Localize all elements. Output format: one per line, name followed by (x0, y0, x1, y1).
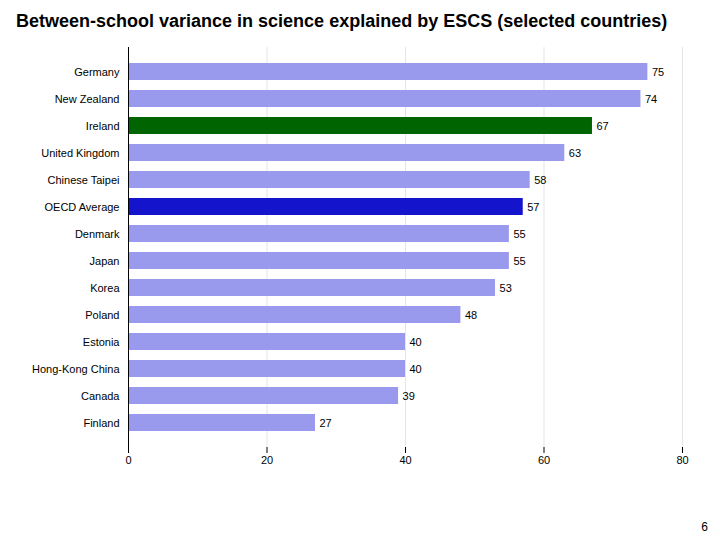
svg-text:60: 60 (538, 454, 550, 466)
svg-text:OECD Average: OECD Average (44, 200, 119, 212)
svg-text:0: 0 (125, 454, 131, 466)
svg-text:75: 75 (652, 65, 664, 77)
svg-text:Korea: Korea (90, 281, 120, 293)
svg-text:55: 55 (513, 227, 525, 239)
svg-text:39: 39 (403, 389, 415, 401)
svg-text:58: 58 (534, 173, 546, 185)
svg-text:Estonia: Estonia (83, 335, 121, 347)
svg-text:Chinese Taipei: Chinese Taipei (48, 173, 120, 185)
svg-text:80: 80 (676, 454, 688, 466)
svg-text:63: 63 (569, 146, 581, 158)
svg-text:40: 40 (410, 335, 422, 347)
html-text:6: 6 (701, 520, 708, 534)
svg-text:40: 40 (410, 362, 422, 374)
html-text:Between-school variance in sci: Between-school variance in science expla… (16, 11, 668, 31)
svg-text:48: 48 (465, 308, 477, 320)
svg-text:Finland: Finland (83, 416, 119, 428)
svg-text:67: 67 (596, 119, 608, 131)
svg-text:United Kingdom: United Kingdom (41, 146, 119, 158)
svg-text:Ireland: Ireland (86, 119, 120, 131)
svg-text:Hong-Kong China: Hong-Kong China (32, 362, 120, 374)
svg-text:27: 27 (319, 416, 331, 428)
svg-text:Canada: Canada (81, 389, 120, 401)
svg-text:Japan: Japan (90, 254, 120, 266)
svg-text:57: 57 (527, 200, 539, 212)
svg-text:53: 53 (500, 281, 512, 293)
svg-text:74: 74 (645, 92, 657, 104)
svg-text:Poland: Poland (85, 308, 119, 320)
svg-text:Denmark: Denmark (75, 227, 120, 239)
svg-text:20: 20 (261, 454, 273, 466)
svg-text:55: 55 (513, 254, 525, 266)
svg-text:Germany: Germany (74, 65, 120, 77)
svg-text:New Zealand: New Zealand (55, 92, 120, 104)
svg-text:40: 40 (399, 454, 411, 466)
